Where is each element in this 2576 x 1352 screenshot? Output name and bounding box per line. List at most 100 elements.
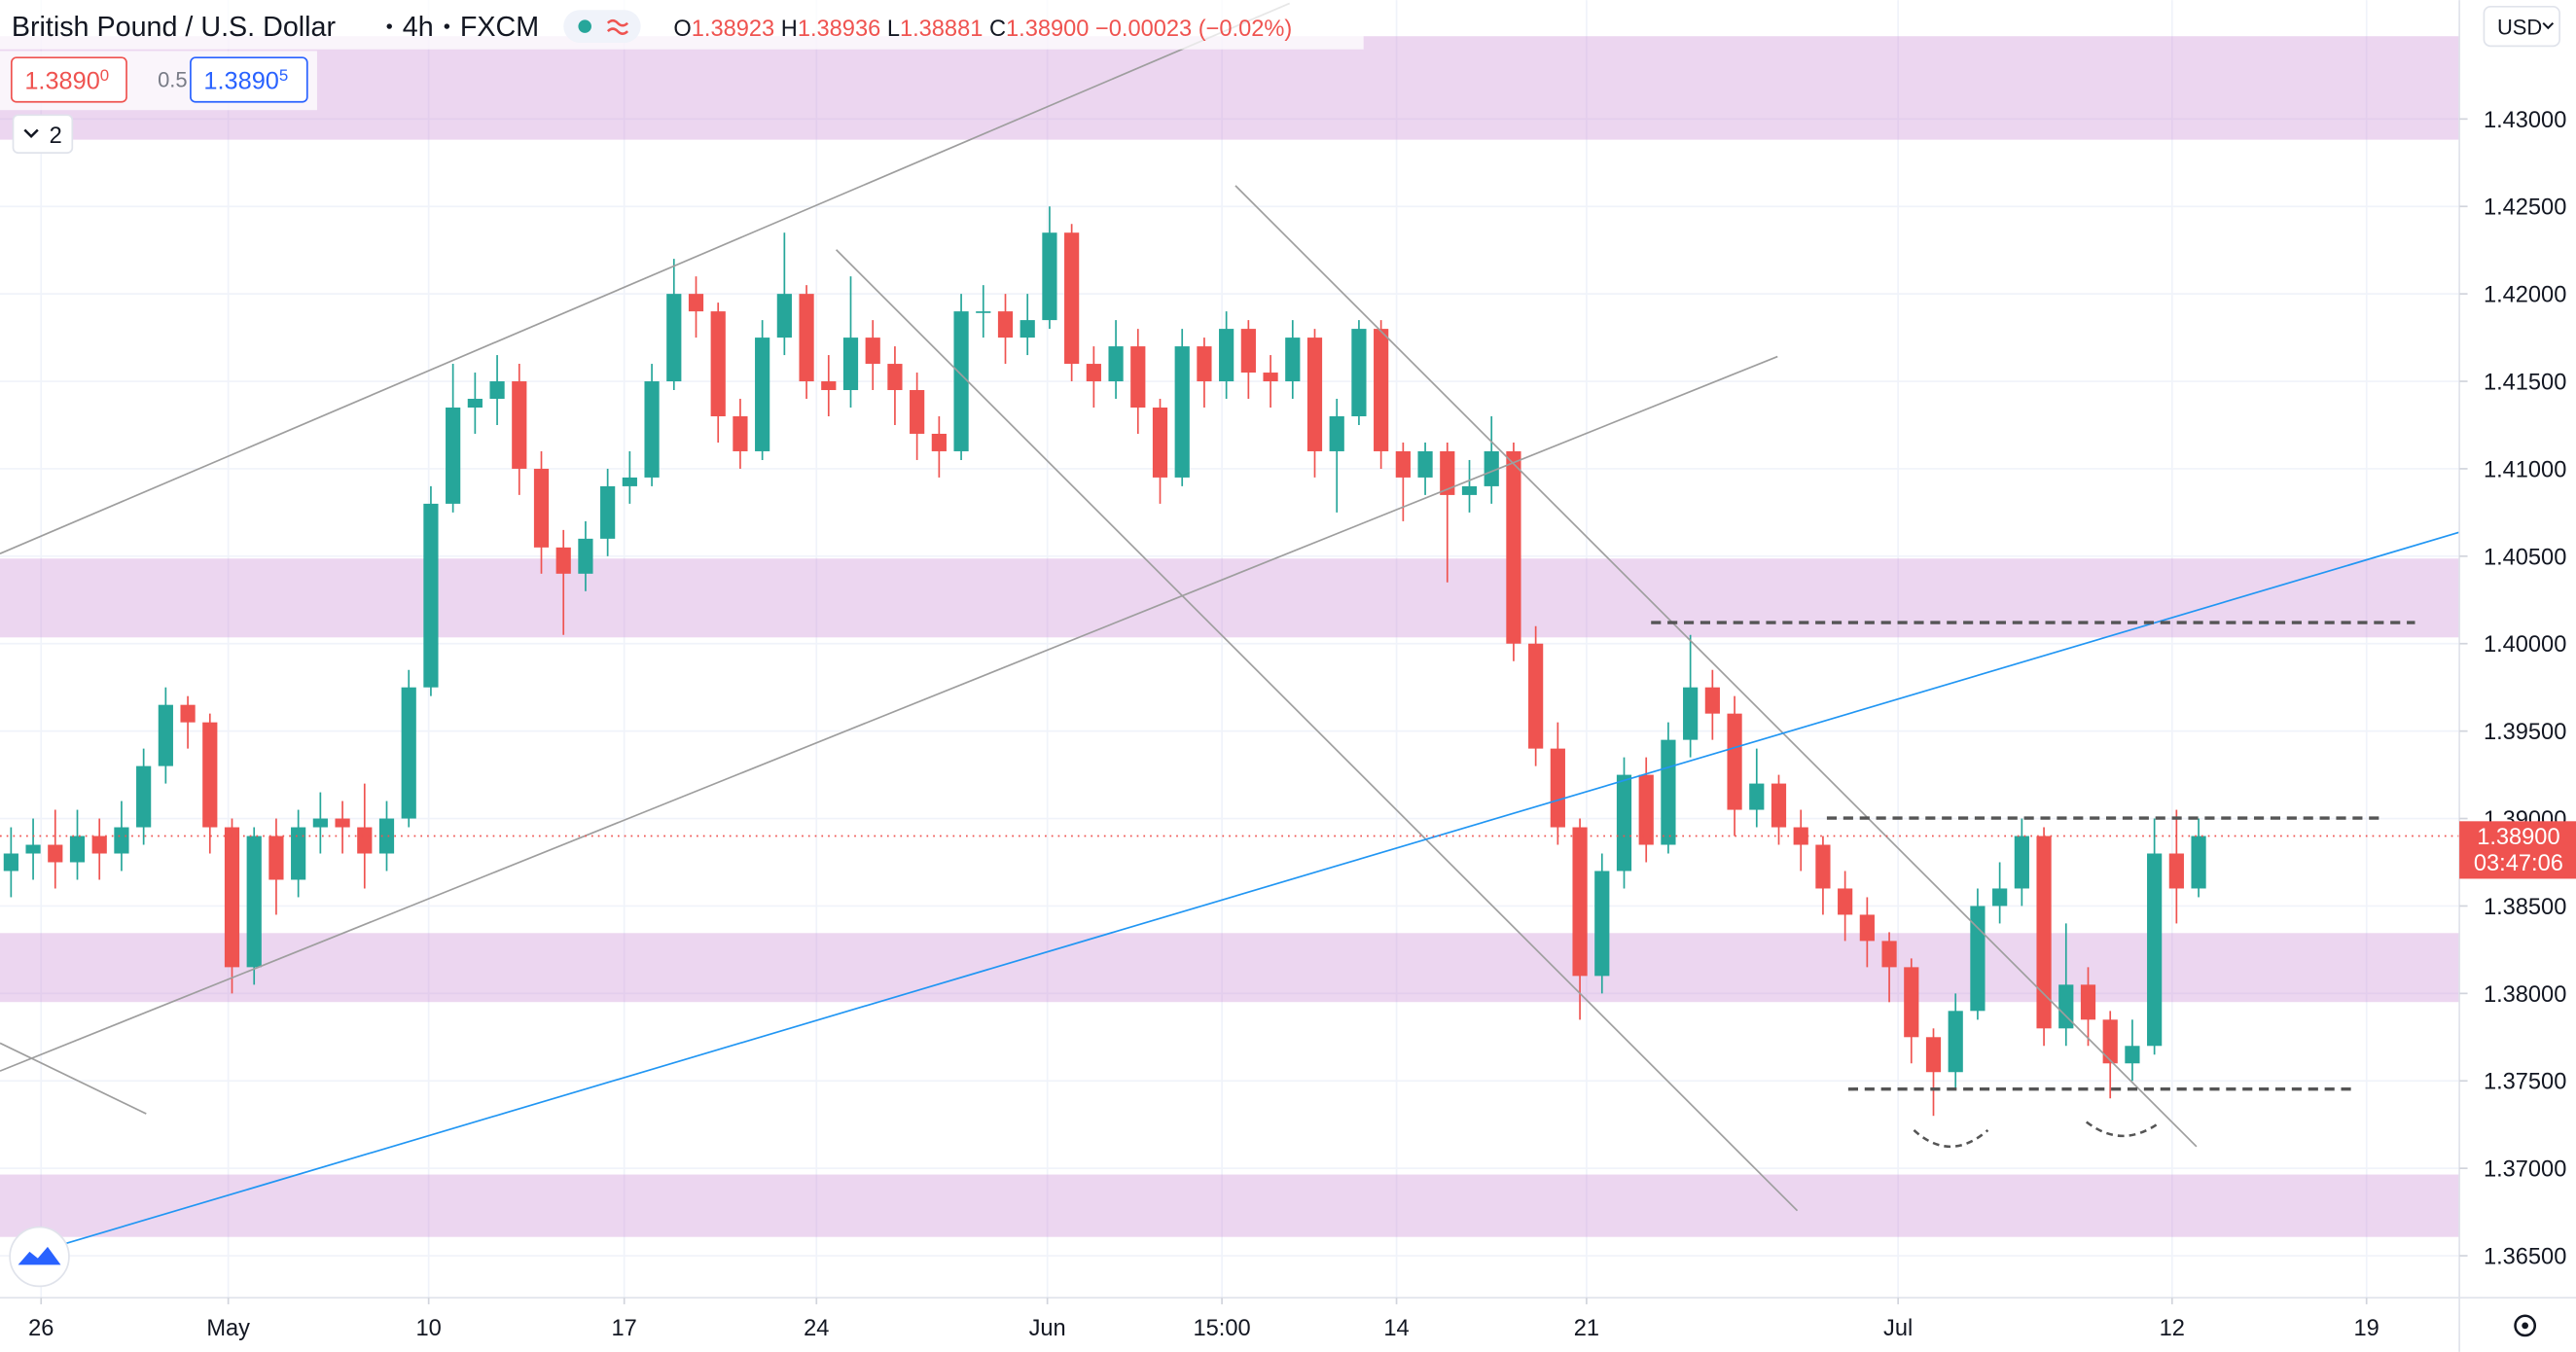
candle-body — [910, 390, 925, 434]
x-tick-label: Jun — [1029, 1316, 1066, 1341]
candle-body — [1484, 450, 1499, 486]
logo-mark — [18, 1246, 61, 1265]
wave-icon — [606, 18, 629, 35]
candle-body — [622, 477, 637, 486]
candle-body — [2014, 836, 2029, 889]
candle-body — [887, 364, 903, 391]
x-tick-label: 15:00 — [1194, 1316, 1251, 1341]
x-tick-label: 12 — [2160, 1316, 2185, 1341]
y-tick-label: 1.38000 — [2484, 982, 2566, 1008]
x-tick-label: 10 — [416, 1316, 442, 1341]
candle-body — [976, 311, 991, 313]
candle-body — [1219, 329, 1234, 382]
candle-body — [1240, 329, 1256, 374]
candle-body — [1992, 888, 2008, 907]
settings-dot — [2522, 1322, 2529, 1330]
chevron — [2542, 21, 2555, 30]
candle-body — [1616, 774, 1632, 872]
y-tick-label: 1.43000 — [2484, 108, 2566, 133]
settings-icon[interactable] — [2514, 1314, 2537, 1337]
change: −0.00023 (−0.02%) — [1095, 17, 1292, 42]
candle-body — [997, 311, 1014, 338]
indicators-toggle[interactable] — [12, 114, 74, 154]
source: FXCM — [460, 12, 539, 43]
ohlc-key: L — [887, 17, 900, 42]
candle-body — [1086, 364, 1101, 382]
candle-body — [3, 853, 18, 872]
candle-body — [446, 408, 461, 504]
candle-body — [2168, 853, 2184, 889]
candle-body — [202, 722, 218, 828]
curve — [1913, 1128, 1989, 1149]
separator — [444, 23, 450, 29]
candle-body — [1351, 329, 1367, 416]
trend-line — [835, 249, 1799, 1212]
candle-body — [2036, 836, 2052, 1029]
candle-body — [1417, 450, 1433, 478]
candle-body — [312, 818, 328, 828]
y-tick-label: 1.42000 — [2484, 283, 2566, 308]
indicators-count: 2 — [50, 124, 62, 149]
countdown: 03:47:06 — [2474, 851, 2563, 876]
y-tick-label: 1.38500 — [2484, 895, 2566, 920]
candle-body — [2080, 984, 2096, 1020]
ohlc-key: H — [781, 17, 798, 42]
interval[interactable]: 4h — [403, 12, 434, 43]
chevron — [23, 128, 39, 139]
grid — [0, 0, 2460, 1299]
candle-body — [224, 827, 240, 968]
candle-body — [1285, 338, 1301, 382]
candle-body — [2058, 984, 2074, 1029]
candle-body — [357, 827, 373, 854]
candle-body — [1506, 450, 1521, 644]
candle-body — [1704, 687, 1720, 714]
candle-body — [1329, 415, 1344, 451]
pip: 0 — [100, 66, 109, 85]
currency-button[interactable] — [2483, 5, 2560, 48]
candle-body — [512, 381, 527, 469]
candle-body — [2191, 836, 2206, 889]
trend-line — [0, 2, 1291, 554]
ohlc-key: O — [673, 17, 691, 42]
candle-body — [776, 294, 792, 338]
buy-price: 1.38905 — [203, 66, 288, 94]
candle-body — [1881, 941, 1897, 968]
sell-button[interactable] — [10, 56, 127, 103]
buy-button[interactable] — [190, 56, 308, 103]
candle-body — [1948, 1011, 1963, 1073]
candle-body — [1020, 320, 1035, 338]
y-tick-label: 1.39500 — [2484, 720, 2566, 745]
status-dot — [578, 19, 591, 33]
price-tag — [2459, 821, 2576, 879]
candle-body — [1594, 871, 1610, 977]
candle-body — [1263, 373, 1278, 382]
candles — [3, 206, 2206, 1117]
candle-body — [1904, 967, 1919, 1038]
status-pill[interactable] — [563, 10, 641, 43]
candle-body — [1815, 844, 1831, 889]
candle-body — [246, 836, 262, 968]
symbol-title: British Pound / U.S. Dollar — [12, 12, 337, 43]
candle-body — [423, 503, 439, 688]
x-tick-label: 14 — [1383, 1316, 1409, 1341]
candle-body — [69, 836, 86, 863]
x-tick-label: Jul — [1883, 1316, 1913, 1341]
curve — [2085, 1121, 2162, 1138]
candle-body — [1925, 1037, 1942, 1073]
candle-body — [1683, 687, 1699, 740]
candle-body — [1749, 783, 1765, 810]
candle-body — [48, 844, 63, 863]
candle-body — [2102, 1019, 2118, 1064]
candle-body — [1550, 748, 1565, 828]
ohlc-value: 1.38881 — [900, 17, 983, 42]
y-tick-label: 1.37000 — [2484, 1157, 2566, 1183]
candle-body — [1638, 774, 1654, 845]
ohlc-legend: O1.38923 H1.38936 L1.38881 C1.38900 −0.0… — [673, 17, 1292, 42]
candle-body — [555, 547, 571, 574]
candle-body — [1572, 827, 1588, 977]
candle-body — [1197, 346, 1212, 382]
ohlc-key: C — [989, 17, 1006, 42]
candle-body — [821, 381, 837, 391]
